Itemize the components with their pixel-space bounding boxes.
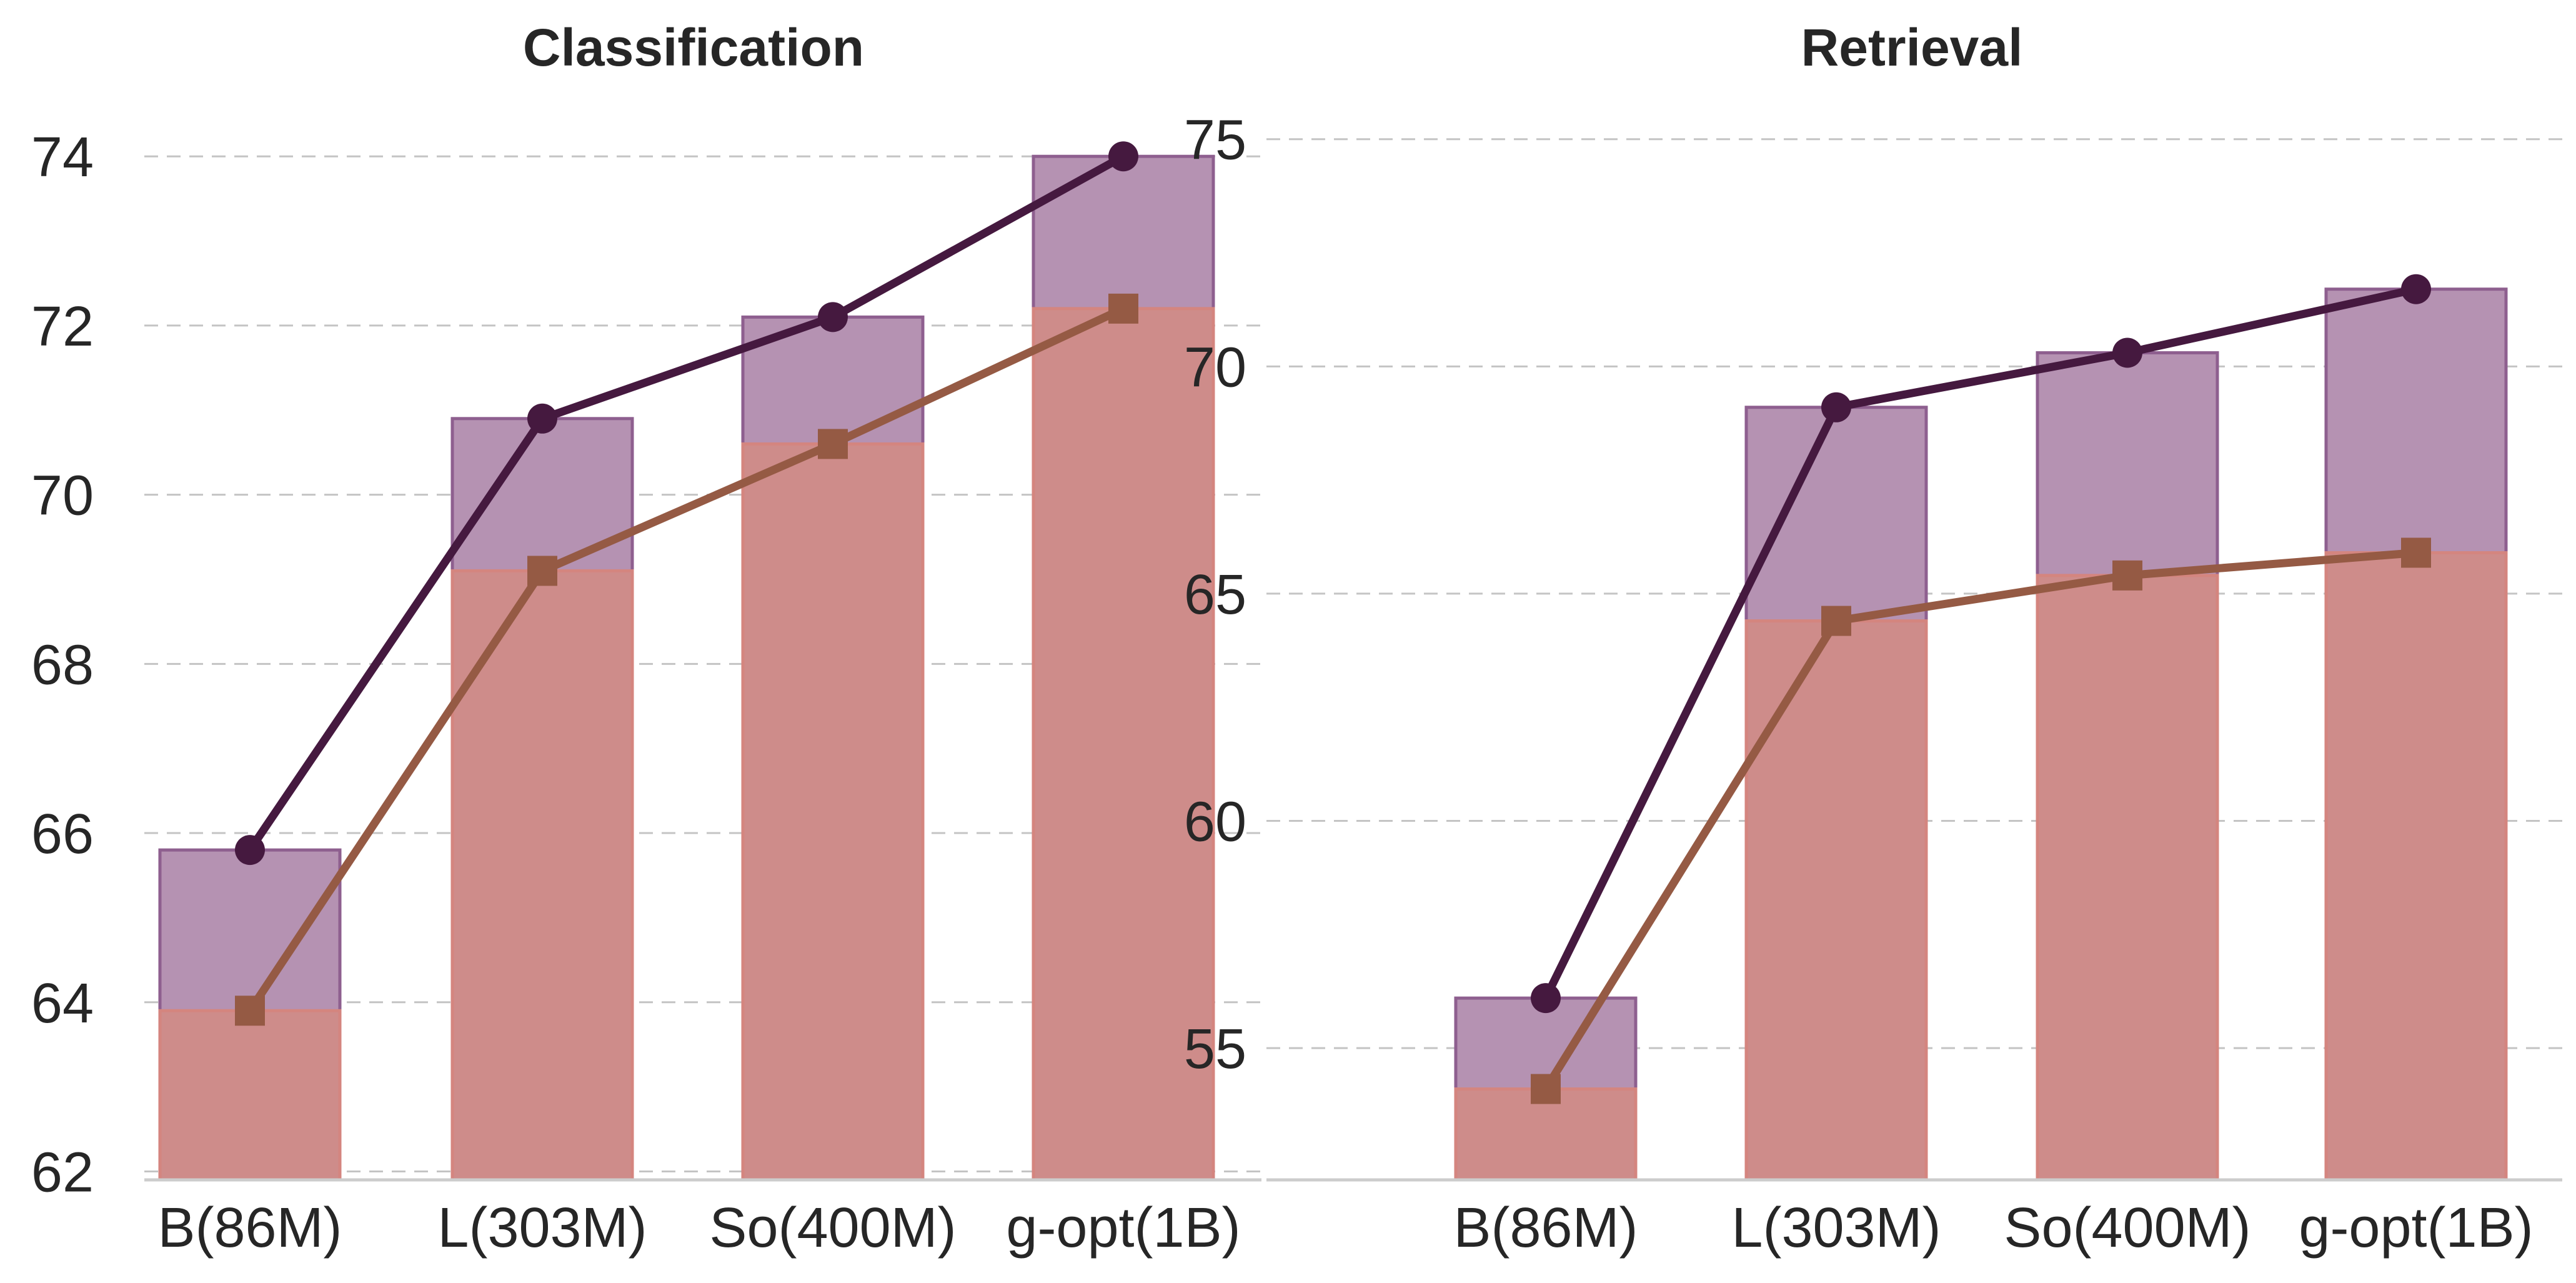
marker-square xyxy=(1821,606,1851,636)
bar-series2 xyxy=(741,442,925,1182)
y-tick-label: 62 xyxy=(31,1141,94,1204)
marker-circle xyxy=(527,403,557,434)
y-tick-label: 66 xyxy=(31,803,94,866)
y-tick-label: 70 xyxy=(31,465,94,527)
marker-square xyxy=(2112,560,2142,591)
x-tick-label: g-opt(1B) xyxy=(2299,1197,2533,1259)
x-tick-label: So(400M) xyxy=(2004,1197,2250,1259)
x-tick-label: B(86M) xyxy=(1453,1197,1638,1259)
marker-square xyxy=(1108,293,1138,324)
marker-square xyxy=(2401,537,2431,568)
chart-title: Classification xyxy=(523,18,864,77)
line-series2 xyxy=(1542,548,2417,1091)
marker-circle xyxy=(1531,983,1561,1014)
y-tick-label: 72 xyxy=(31,296,94,358)
y-tick-label: 65 xyxy=(1184,564,1246,626)
chart-title: Retrieval xyxy=(1801,18,2023,77)
y-tick-label: 55 xyxy=(1184,1018,1246,1081)
x-tick-label: L(303M) xyxy=(1731,1197,1941,1259)
panel-retrieval: Retrieval 55 60 65 70 75 B(86M) L(303M) So(400M)… xyxy=(1184,18,2562,1259)
y-tick-label: 60 xyxy=(1184,791,1246,854)
bar-series2 xyxy=(1744,619,1928,1182)
y-tick-label: 75 xyxy=(1184,109,1246,172)
y-tick-label: 68 xyxy=(31,634,94,696)
line-series2 xyxy=(246,304,1125,1013)
x-tick-label: B(86M) xyxy=(157,1197,342,1259)
bar-series2 xyxy=(2324,551,2508,1182)
y-tick-label: 64 xyxy=(31,972,94,1035)
marker-square xyxy=(527,556,557,586)
marker-circle xyxy=(1108,141,1138,172)
x-tick-label: So(400M) xyxy=(709,1197,956,1259)
panel-classification: Classification 62 64 66 68 70 72 74 B(86M) L(303M… xyxy=(31,18,1261,1259)
marker-circle xyxy=(2401,274,2431,304)
marker-circle xyxy=(818,302,848,332)
marker-square xyxy=(818,429,848,459)
bar-series2 xyxy=(158,1009,342,1182)
line-series1 xyxy=(1542,285,2417,1000)
y-tick-label: 74 xyxy=(31,126,94,189)
x-tick-label: g-opt(1B) xyxy=(1006,1197,1240,1259)
marker-square xyxy=(1531,1074,1561,1104)
marker-circle xyxy=(1821,392,1851,422)
marker-square xyxy=(235,996,265,1026)
line-series1 xyxy=(246,152,1126,852)
x-tick-label: L(303M) xyxy=(437,1197,647,1259)
marker-circle xyxy=(2112,337,2142,368)
y-tick-label: 70 xyxy=(1184,336,1246,399)
bar-series2 xyxy=(2036,574,2219,1182)
marker-circle xyxy=(235,835,265,866)
